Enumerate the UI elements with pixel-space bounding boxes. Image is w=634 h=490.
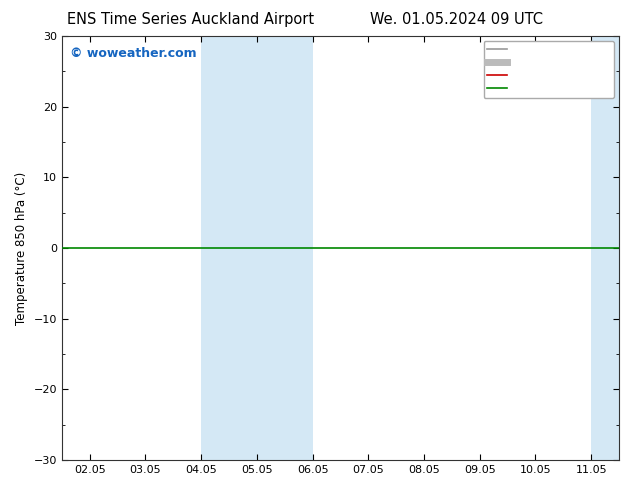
Y-axis label: Temperature 850 hPa (°C): Temperature 850 hPa (°C) — [15, 172, 28, 325]
Bar — [591, 36, 634, 460]
Text: We. 01.05.2024 09 UTC: We. 01.05.2024 09 UTC — [370, 12, 543, 27]
Bar — [257, 36, 313, 460]
Text: © woweather.com: © woweather.com — [70, 47, 197, 60]
Bar — [201, 36, 257, 460]
Legend: min/max, Standard deviation, Ensemble mean run, Controll run: min/max, Standard deviation, Ensemble me… — [484, 41, 614, 98]
Text: ENS Time Series Auckland Airport: ENS Time Series Auckland Airport — [67, 12, 314, 27]
